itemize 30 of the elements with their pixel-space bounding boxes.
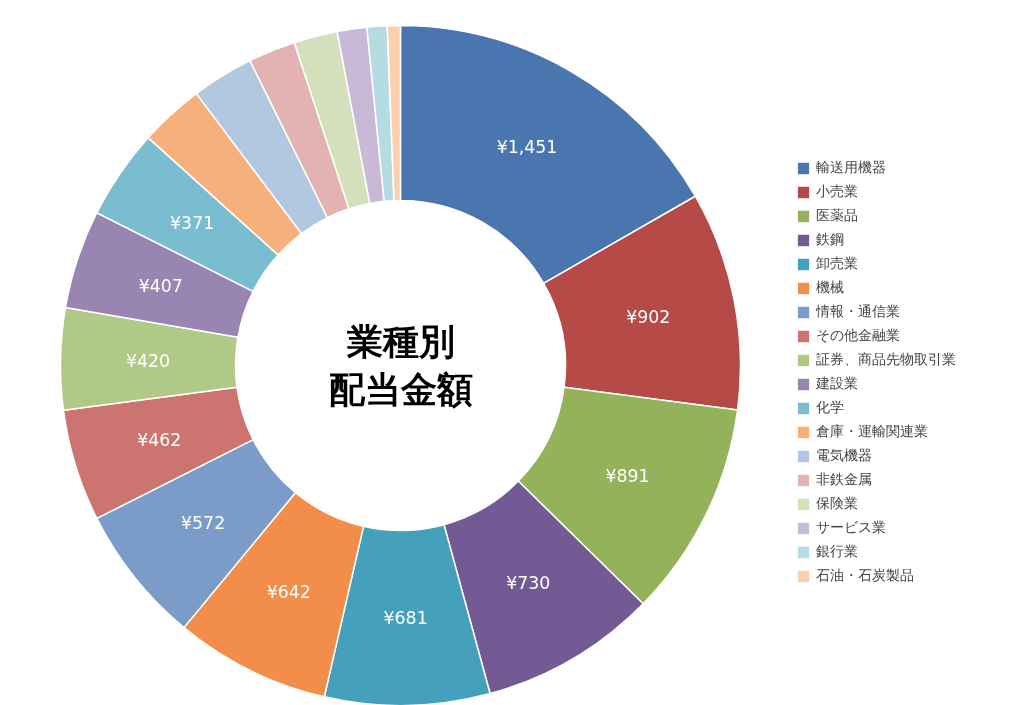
data-label: ¥730 <box>506 573 551 594</box>
legend-label: 機械 <box>816 279 844 297</box>
legend-label: 保険業 <box>816 495 858 513</box>
text: 業種別配当金額 <box>328 321 473 410</box>
legend-label: サービス業 <box>816 519 886 537</box>
legend-label: 銀行業 <box>816 543 858 561</box>
legend-label: 非鉄金属 <box>816 471 872 489</box>
data-label: ¥681 <box>383 607 428 628</box>
legend-label: 化学 <box>816 399 844 417</box>
legend-label: 医薬品 <box>816 207 858 225</box>
legend-label: 建設業 <box>816 375 858 393</box>
data-label: ¥407 <box>138 276 183 297</box>
data-label: ¥572 <box>181 512 226 533</box>
legend-label: 情報・通信業 <box>816 303 900 321</box>
legend-label: 電気機器 <box>816 447 872 465</box>
data-label: ¥420 <box>126 350 171 371</box>
data-label: ¥891 <box>605 466 650 487</box>
legend-label: その他金融業 <box>816 327 900 345</box>
data-label: ¥902 <box>626 306 671 327</box>
legend-label: 輸送用機器 <box>816 159 886 177</box>
legend-label: 証券、商品先物取引業 <box>816 351 956 369</box>
data-label: ¥371 <box>170 212 215 233</box>
data-label: ¥1,451 <box>496 136 558 157</box>
data-label: ¥462 <box>137 429 182 450</box>
legend-label: 卸売業 <box>816 255 858 273</box>
data-label: ¥642 <box>266 581 311 602</box>
legend-label: 小売業 <box>816 183 858 201</box>
legend-label: 鉄鋼 <box>816 231 844 249</box>
legend-label: 倉庫・運輸関連業 <box>816 423 928 441</box>
legend-label: 石油・石炭製品 <box>816 567 914 585</box>
